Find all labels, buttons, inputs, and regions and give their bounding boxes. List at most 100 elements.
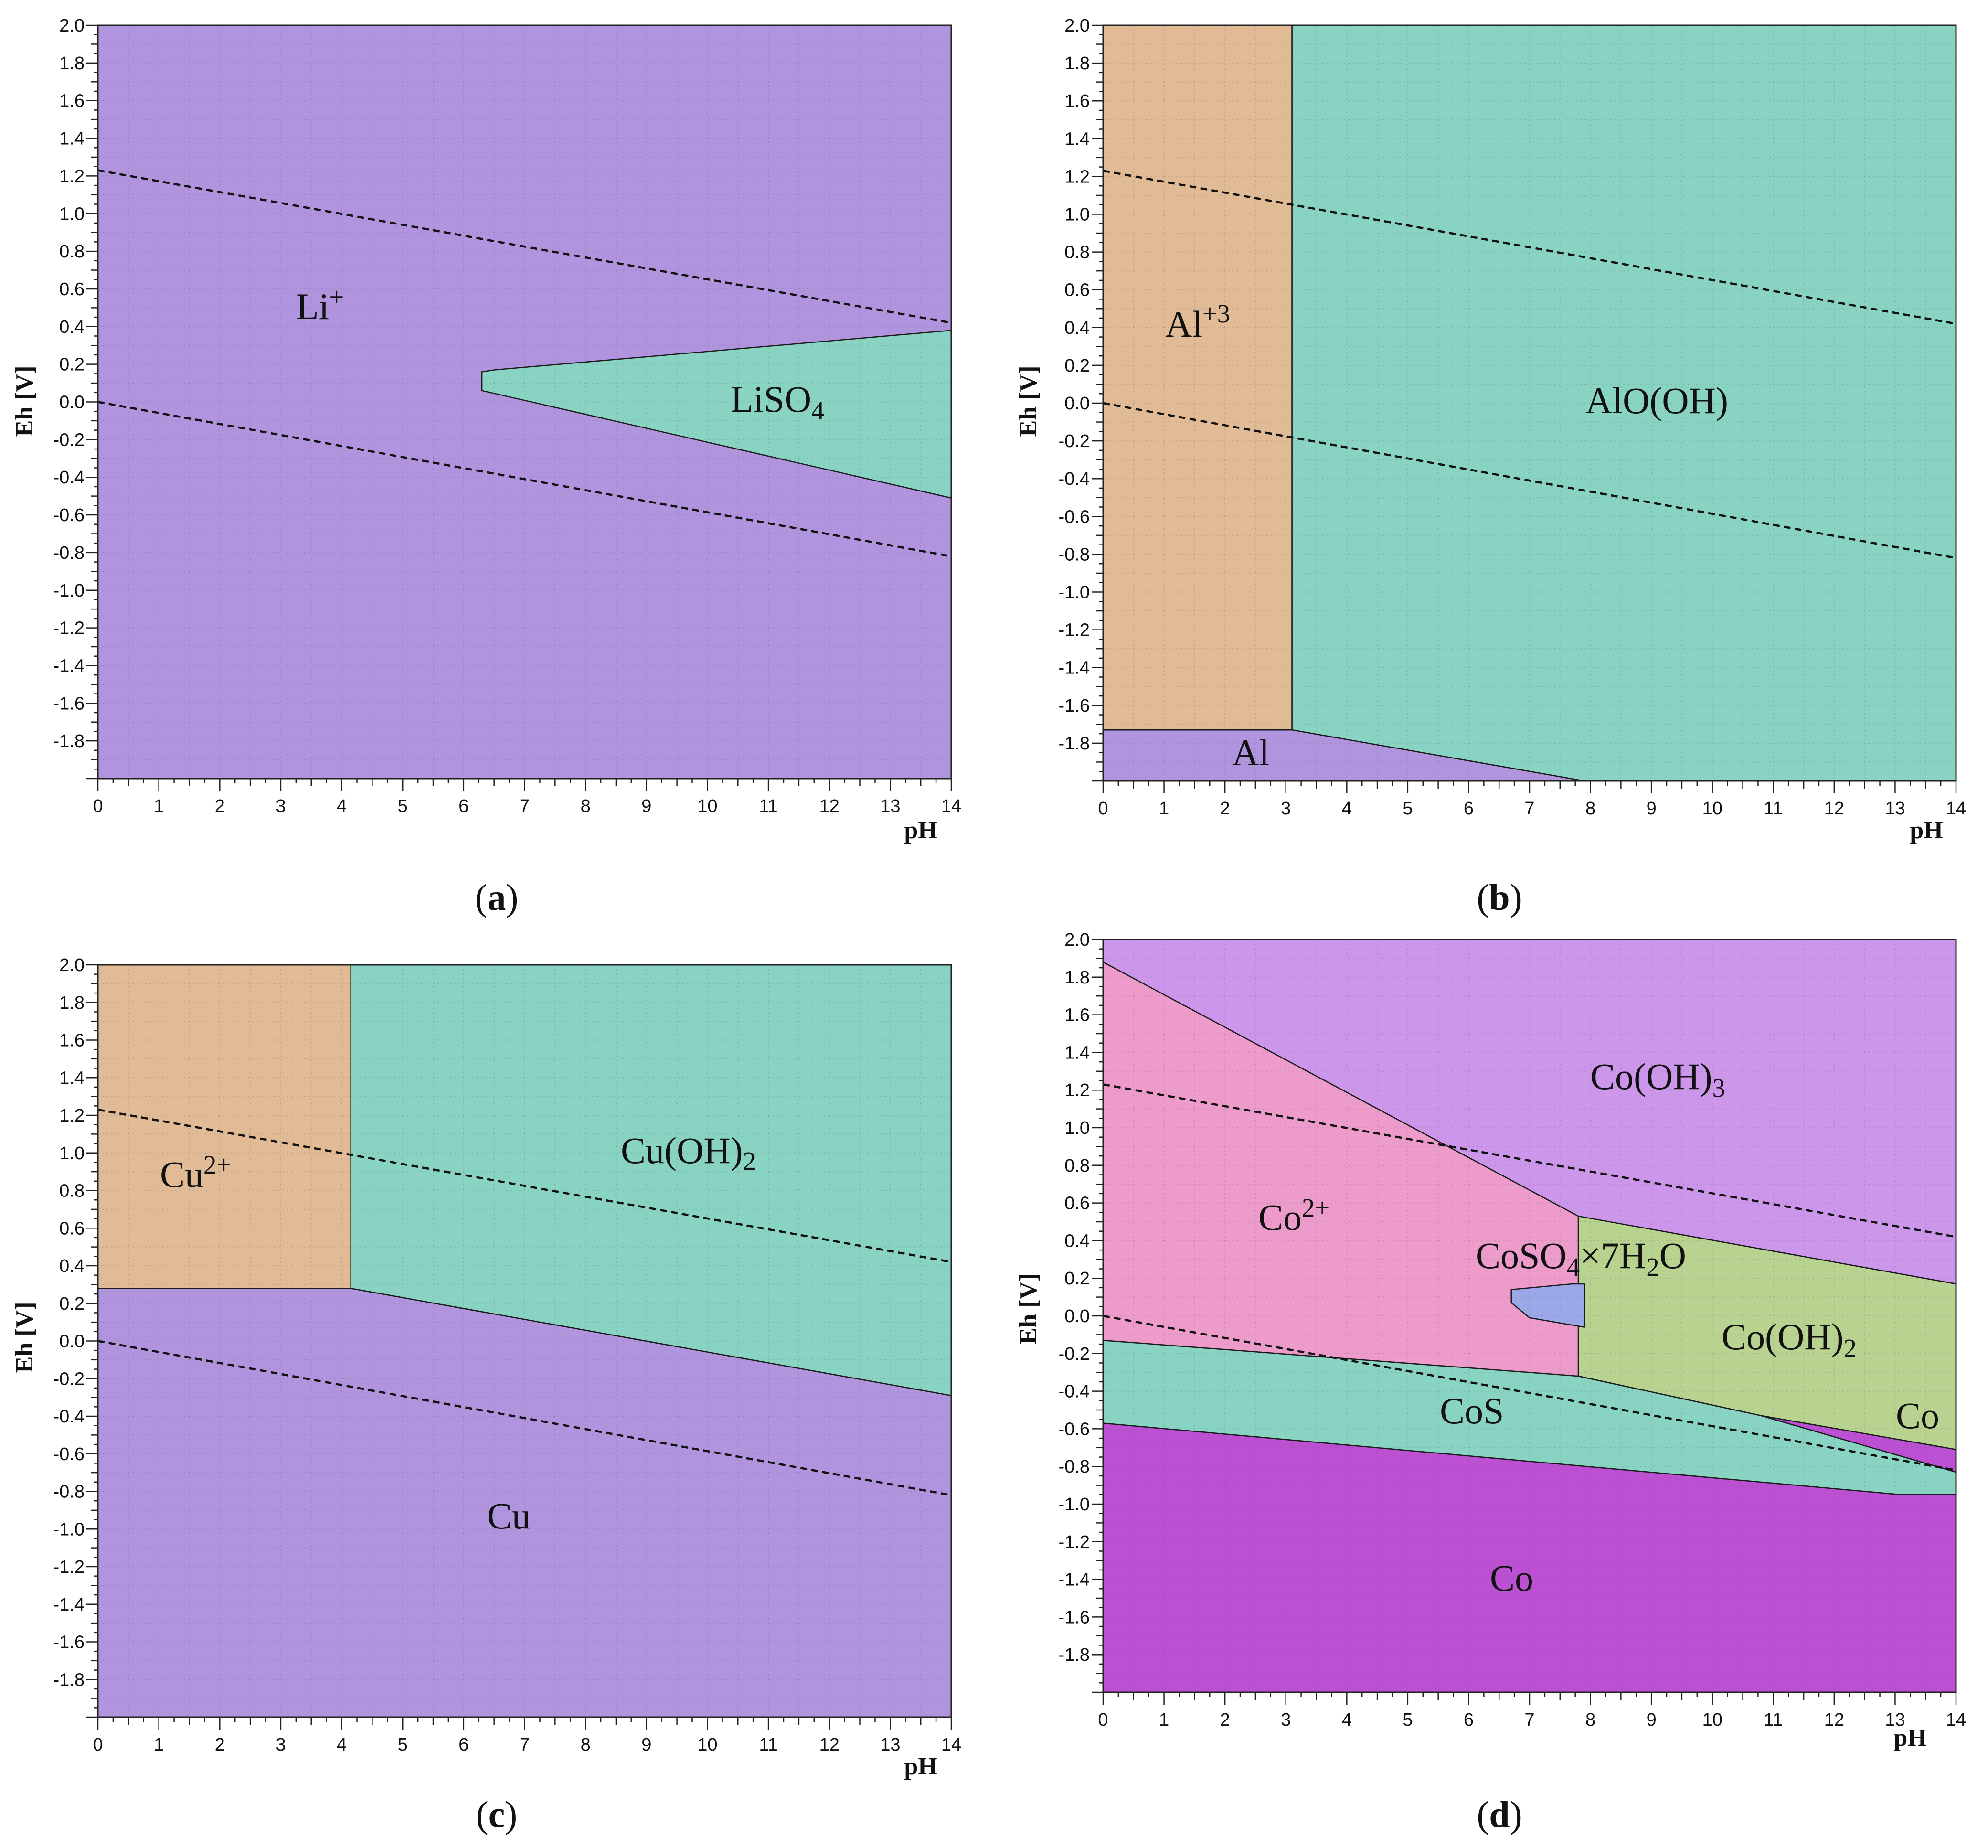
panel-d-y-tick-labels: 2.0 1.8 1.6 1.4 1.2 1.0 0.8 0.6 0.4 0.2 0.0 -0.2 -0.… (1059, 930, 1090, 1665)
panel-d-ytick-label: 1.2 (1064, 1080, 1090, 1100)
label-cooh2-text: Co(OH) (1722, 1316, 1844, 1357)
panel-c-ytick-label: 0.8 (59, 1181, 85, 1201)
panel-b-xtick-label: 10 (1702, 799, 1722, 819)
panel-b-xtick-label: 12 (1824, 799, 1844, 819)
caption-c-open: ( (476, 1794, 489, 1835)
caption-b: (b) (1477, 876, 1522, 918)
panel-a-ticks (86, 24, 952, 791)
panel-a-xtick-label: 1 (154, 796, 164, 816)
panel-a-y-tick-labels: 2.0 1.8 1.6 1.4 1.2 1.0 0.8 0.6 0.4 0.2 0.0 -0.2 -0.… (53, 16, 85, 751)
panel-b-ytick-label: -1.4 (1059, 658, 1090, 678)
panel-d-ytick-label: 0.4 (1064, 1231, 1090, 1251)
panel-c-xtick-label: 12 (819, 1735, 840, 1755)
panel-a-xtick-label: 8 (581, 796, 591, 816)
panel-c-ytick-label: -1.8 (53, 1670, 85, 1690)
label-co-small: Co (1896, 1395, 1939, 1436)
panel-a-xtick-label: 12 (819, 796, 840, 816)
label-coso4-a: CoSO (1476, 1235, 1567, 1276)
panel-d-ytick-label: 0.8 (1064, 1156, 1090, 1176)
panel-d-xtick-label: 8 (1585, 1710, 1595, 1730)
panel-c-water-line-1 (97, 1340, 952, 1496)
panel-a-xlabel: pH (904, 817, 937, 844)
panel-a-ytick-label: 0.2 (59, 355, 85, 375)
label-al3: Al+3 (1165, 299, 1230, 345)
panel-a-ytick-label: 0.4 (59, 317, 85, 337)
panel-b-ylabel: Eh [V] (1015, 366, 1042, 437)
panel-c-ytick-label: 1.2 (59, 1106, 85, 1126)
panel-d-xtick-label: 11 (1764, 1710, 1783, 1730)
label-cu: Cu (487, 1495, 531, 1537)
label-cu2-text: Cu (160, 1154, 203, 1195)
panel-b-xtick-label: 1 (1159, 799, 1169, 819)
panel-b-ytick-label: -0.6 (1059, 507, 1090, 527)
caption-a-open: ( (475, 876, 488, 918)
panel-a-ytick-label: -0.2 (53, 430, 85, 450)
label-cuoh2-sub: 2 (743, 1146, 756, 1175)
caption-b-open: ( (1477, 876, 1489, 918)
panel-d-ytick-label: -1.8 (1059, 1645, 1090, 1665)
panel-c-xtick-label: 5 (398, 1735, 408, 1755)
label-co2-sup: 2+ (1302, 1193, 1329, 1222)
panel-a-ylabel: Eh [V] (11, 366, 38, 437)
panel-c-ytick-label: -1.6 (53, 1633, 85, 1653)
label-liso-sub: 4 (811, 396, 824, 425)
panel-d-water-line-0 (1103, 1083, 1956, 1238)
label-li-text: Li (296, 286, 329, 327)
panel-c-xtick-label: 2 (215, 1735, 225, 1755)
label-aloh: AlO(OH) (1585, 380, 1728, 421)
panel-d-region-6 (1510, 1283, 1585, 1328)
panel-d-xtick-label: 10 (1702, 1710, 1722, 1730)
panel-a-ytick-label: 0.8 (59, 242, 85, 262)
caption-d-close: ) (1510, 1794, 1522, 1835)
caption-c: (c) (476, 1794, 518, 1835)
panel-c-x-tick-labels: 0 1 2 3 4 5 6 7 8 9 10 11 12 13 14 (93, 1735, 961, 1755)
caption-c-close: ) (505, 1794, 517, 1835)
panel-c-water-line-0 (97, 1108, 952, 1263)
panel-b-regions (1102, 24, 1957, 782)
panel-a-ytick-label: -0.8 (53, 543, 85, 563)
label-cooh3: Co(OH)3 (1590, 1056, 1725, 1102)
panel-b-ytick-label: -1.8 (1059, 734, 1090, 754)
caption-d-letter: d (1489, 1794, 1510, 1835)
panel-a-xtick-label: 4 (337, 796, 347, 816)
panel-a-xtick-label: 3 (276, 796, 286, 816)
panel-a-xtick-label: 9 (641, 796, 651, 816)
panel-b-ytick-label: -1.6 (1059, 696, 1090, 716)
panel-c-xtick-label: 4 (337, 1735, 347, 1755)
panel-a-xtick-label: 0 (93, 796, 103, 816)
panel-b-ytick-label: 0.2 (1064, 356, 1090, 376)
panel-b-xtick-label: 5 (1403, 799, 1413, 819)
panel-a-ytick-label: 1.6 (59, 91, 85, 111)
panel-d-ytick-label: 1.0 (1064, 1118, 1090, 1138)
panel-c-ytick-label: 1.8 (59, 993, 85, 1013)
panel-d-ytick-label: -0.8 (1059, 1457, 1090, 1477)
panel-b-y-tick-labels: 2.0 1.8 1.6 1.4 1.2 1.0 0.8 0.6 0.4 0.2 0.0 -0.2 -0.… (1059, 16, 1090, 754)
panel-a-ytick-label: 1.0 (59, 204, 85, 224)
panel-a-xtick-label: 10 (697, 796, 717, 816)
panel-d-ylabel: Eh [V] (1015, 1273, 1042, 1345)
panel-a-ytick-label: 0.6 (59, 279, 85, 299)
panel-d: 2.0 1.8 1.6 1.4 1.2 1.0 0.8 0.6 0.4 0.2 0.0 -0.2 -0.… (1015, 930, 1966, 1835)
panel-d-ytick-label: 0.0 (1064, 1306, 1090, 1326)
panel-c-ytick-label: -1.4 (53, 1595, 85, 1615)
panel-d-ytick-label: 2.0 (1064, 930, 1090, 950)
panel-a-ytick-label: -1.6 (53, 694, 85, 714)
panel-d-ytick-label: 0.6 (1064, 1194, 1090, 1214)
panel-c-water-lines (97, 1108, 952, 1496)
panel-d-ytick-label: 1.6 (1064, 1005, 1090, 1025)
panel-c-xtick-label: 0 (93, 1735, 103, 1755)
caption-b-close: ) (1510, 876, 1522, 918)
panel-b-water-lines (1103, 170, 1956, 559)
panel-b-water-line-1 (1103, 402, 1956, 559)
panel-a-ytick-label: -1.2 (53, 619, 85, 639)
panel-d-xtick-label: 0 (1098, 1710, 1108, 1730)
panel-b-xtick-label: 9 (1647, 799, 1657, 819)
panel-b-xtick-label: 6 (1464, 799, 1474, 819)
label-al-text: Al (1232, 732, 1269, 773)
label-coso4-b: 4 (1567, 1252, 1580, 1282)
panel-d-ticks (1092, 939, 1957, 1705)
panel-a-xtick-label: 2 (215, 796, 225, 816)
panel-c-ytick-label: -0.6 (53, 1444, 85, 1464)
panel-b-ytick-label: 1.8 (1064, 53, 1090, 74)
panel-d-xtick-label: 13 (1885, 1710, 1905, 1730)
